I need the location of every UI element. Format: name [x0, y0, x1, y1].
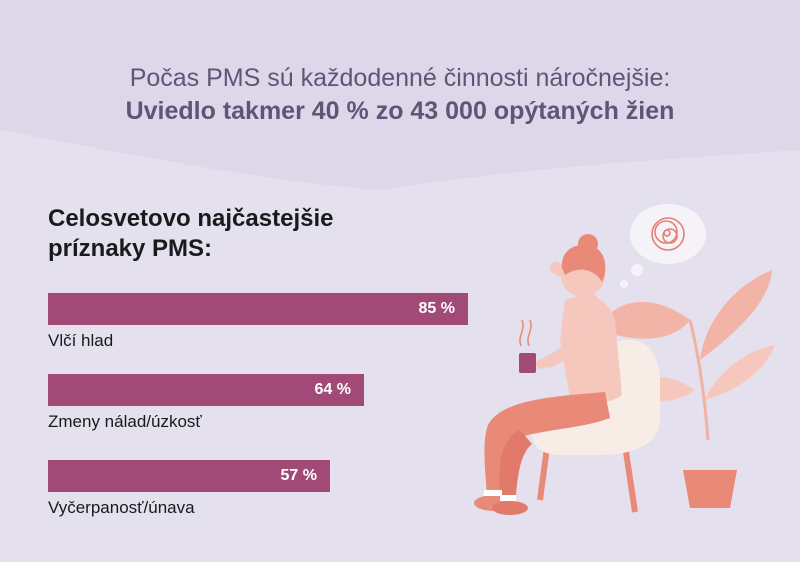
header-line-2: Uviedlo takmer 40 % zo 43 000 opýtaných …	[125, 97, 675, 125]
bar-value-label: 57 %	[280, 467, 317, 484]
woman-on-chair-illustration	[474, 204, 775, 515]
chart-title-line-1: Celosvetovo najčastejšie	[48, 205, 334, 232]
bar-1: 85 %	[48, 293, 468, 325]
potted-plant-icon	[600, 270, 775, 508]
bar-2: 64 %	[48, 374, 364, 406]
bar-3: 57 %	[48, 460, 330, 492]
bar-category-label: Vyčerpanosť/únava	[48, 498, 195, 517]
coffee-cup-icon	[519, 319, 546, 373]
bar-value-label: 64 %	[314, 381, 351, 398]
thought-bubble-icon	[620, 204, 706, 288]
bar-category-label: Zmeny nálad/úzkosť	[48, 412, 202, 431]
chart-title-line-2: príznaky PMS:	[48, 235, 213, 262]
header: Počas PMS sú každodenné činnosti náročne…	[0, 62, 800, 128]
bar-category-label: Vlčí hlad	[48, 331, 114, 350]
header-line-1: Počas PMS sú každodenné činnosti náročne…	[129, 64, 671, 92]
chart-title: Celosvetovo najčastejšie príznaky PMS:	[48, 204, 368, 264]
bar-value-label: 85 %	[418, 300, 455, 317]
